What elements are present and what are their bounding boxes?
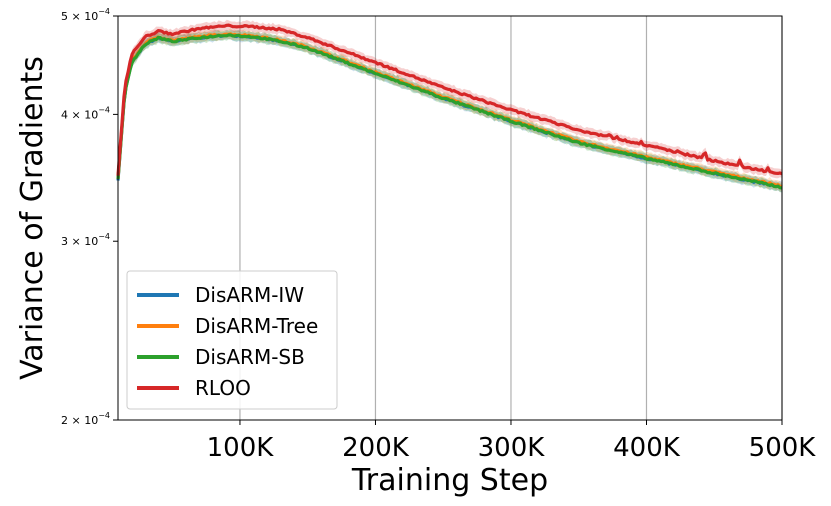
y-tick-label-2: 4 × 10−4 bbox=[61, 105, 110, 121]
x-axis-label: Training Step bbox=[351, 463, 548, 498]
x-tick-label-2: 300K bbox=[478, 433, 546, 463]
x-tick-label-1: 200K bbox=[342, 433, 410, 463]
x-axis-ticks: 100K 200K 300K 400K 500K bbox=[207, 420, 817, 463]
series-line-disarm-sb bbox=[116, 33, 783, 190]
series-lines bbox=[116, 23, 783, 190]
series-line-disarm-tree bbox=[116, 32, 782, 189]
y-axis-ticks: 2 × 10−4 3 × 10−4 4 × 10−4 5 × 10−4 bbox=[61, 7, 118, 427]
legend-label-2: DisARM-SB bbox=[195, 345, 305, 369]
y-tick-label-1: 3 × 10−4 bbox=[61, 232, 110, 248]
legend-box bbox=[126, 270, 338, 410]
x-tick-label-0: 100K bbox=[207, 433, 275, 463]
legend-label-1: DisARM-Tree bbox=[195, 314, 318, 338]
series-line-rloo bbox=[116, 23, 783, 176]
y-tick-label-0: 2 × 10−4 bbox=[61, 411, 110, 427]
legend-label-3: RLOO bbox=[195, 376, 251, 400]
x-tick-label-3: 400K bbox=[613, 433, 681, 463]
y-tick-label-3: 5 × 10−4 bbox=[61, 7, 110, 23]
y-axis-label: Variance of Gradients bbox=[15, 56, 50, 380]
legend-label-0: DisARM-IW bbox=[195, 283, 304, 307]
band-rloo bbox=[118, 19, 782, 181]
x-tick-label-4: 500K bbox=[749, 433, 817, 463]
plot-frame bbox=[117, 15, 783, 421]
legend: DisARM-IW DisARM-Tree DisARM-SB RLOO bbox=[126, 270, 338, 410]
